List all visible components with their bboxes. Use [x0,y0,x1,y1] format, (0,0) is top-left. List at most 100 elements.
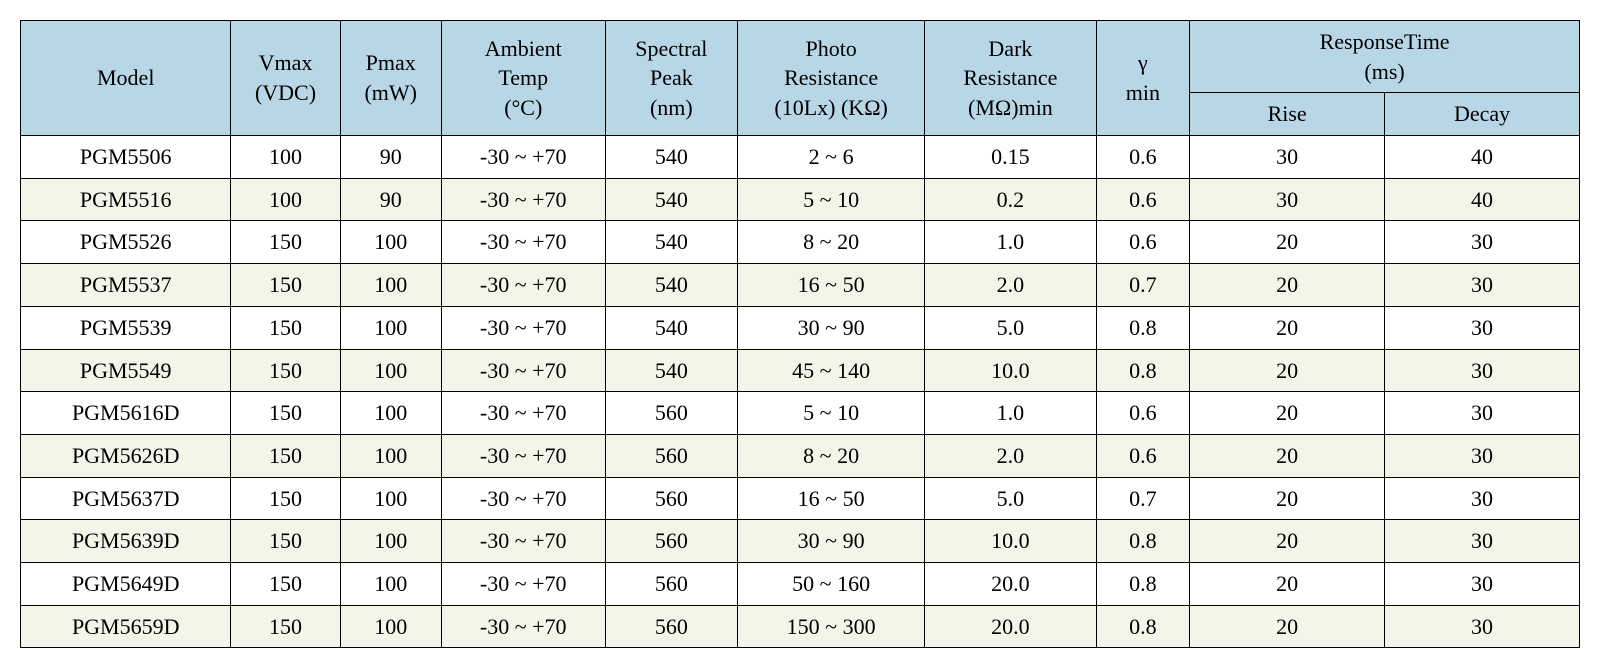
cell-temp: -30 ~ +70 [441,221,605,264]
cell-dark: 0.2 [925,178,1096,221]
cell-pmax: 100 [340,520,441,563]
cell-gamma: 0.7 [1096,477,1190,520]
cell-dark: 2.0 [925,434,1096,477]
cell-photo: 8 ~ 20 [738,434,925,477]
cell-temp: -30 ~ +70 [441,477,605,520]
cell-peak: 540 [605,178,738,221]
cell-pmax: 100 [340,605,441,648]
cell-rise: 20 [1190,306,1385,349]
cell-gamma: 0.7 [1096,264,1190,307]
cell-vmax: 150 [231,349,340,392]
table-row: PGM5626D150100-30 ~ +705608 ~ 202.00.620… [21,434,1580,477]
cell-rise: 20 [1190,349,1385,392]
cell-peak: 560 [605,434,738,477]
cell-rise: 20 [1190,562,1385,605]
cell-dark: 5.0 [925,477,1096,520]
cell-gamma: 0.6 [1096,221,1190,264]
cell-temp: -30 ~ +70 [441,349,605,392]
table-row: PGM5526150100-30 ~ +705408 ~ 201.00.6203… [21,221,1580,264]
cell-gamma: 0.8 [1096,605,1190,648]
cell-model: PGM5539 [21,306,231,349]
cell-decay: 30 [1385,306,1580,349]
cell-temp: -30 ~ +70 [441,392,605,435]
table-row: PGM5549150100-30 ~ +7054045 ~ 14010.00.8… [21,349,1580,392]
cell-rise: 30 [1190,178,1385,221]
cell-pmax: 100 [340,221,441,264]
cell-decay: 30 [1385,392,1580,435]
cell-decay: 30 [1385,221,1580,264]
cell-decay: 30 [1385,349,1580,392]
cell-gamma: 0.6 [1096,178,1190,221]
cell-temp: -30 ~ +70 [441,178,605,221]
cell-temp: -30 ~ +70 [441,434,605,477]
cell-vmax: 150 [231,392,340,435]
cell-vmax: 150 [231,434,340,477]
cell-dark: 20.0 [925,562,1096,605]
cell-model: PGM5637D [21,477,231,520]
cell-decay: 30 [1385,520,1580,563]
cell-temp: -30 ~ +70 [441,605,605,648]
cell-gamma: 0.6 [1096,392,1190,435]
cell-rise: 20 [1190,434,1385,477]
cell-dark: 10.0 [925,349,1096,392]
col-dark: Dark Resistance (MΩ)min [925,21,1096,136]
cell-model: PGM5506 [21,136,231,179]
cell-rise: 20 [1190,605,1385,648]
cell-peak: 560 [605,477,738,520]
cell-pmax: 100 [340,306,441,349]
cell-gamma: 0.6 [1096,434,1190,477]
cell-pmax: 90 [340,178,441,221]
col-decay: Decay [1385,93,1580,136]
cell-photo: 2 ~ 6 [738,136,925,179]
cell-gamma: 0.8 [1096,306,1190,349]
cell-peak: 560 [605,520,738,563]
cell-vmax: 150 [231,520,340,563]
cell-photo: 30 ~ 90 [738,520,925,563]
cell-model: PGM5526 [21,221,231,264]
cell-model: PGM5516 [21,178,231,221]
cell-peak: 540 [605,306,738,349]
cell-model: PGM5639D [21,520,231,563]
cell-model: PGM5659D [21,605,231,648]
cell-model: PGM5537 [21,264,231,307]
table-row: PGM5659D150100-30 ~ +70560150 ~ 30020.00… [21,605,1580,648]
cell-pmax: 100 [340,264,441,307]
cell-decay: 30 [1385,605,1580,648]
cell-photo: 45 ~ 140 [738,349,925,392]
col-temp: Ambient Temp (°C) [441,21,605,136]
cell-decay: 30 [1385,477,1580,520]
col-gamma: γ min [1096,21,1190,136]
cell-dark: 0.15 [925,136,1096,179]
spec-table: Model Vmax (VDC) Pmax (mW) Ambient Temp … [20,20,1580,648]
cell-rise: 20 [1190,392,1385,435]
cell-rise: 20 [1190,264,1385,307]
cell-peak: 560 [605,605,738,648]
cell-model: PGM5549 [21,349,231,392]
table-row: PGM550610090-30 ~ +705402 ~ 60.150.63040 [21,136,1580,179]
table-row: PGM5637D150100-30 ~ +7056016 ~ 505.00.72… [21,477,1580,520]
cell-photo: 8 ~ 20 [738,221,925,264]
cell-temp: -30 ~ +70 [441,136,605,179]
cell-pmax: 100 [340,477,441,520]
cell-model: PGM5626D [21,434,231,477]
cell-temp: -30 ~ +70 [441,264,605,307]
cell-pmax: 90 [340,136,441,179]
cell-pmax: 100 [340,434,441,477]
cell-photo: 150 ~ 300 [738,605,925,648]
cell-gamma: 0.8 [1096,349,1190,392]
cell-photo: 30 ~ 90 [738,306,925,349]
cell-dark: 20.0 [925,605,1096,648]
table-row: PGM5537150100-30 ~ +7054016 ~ 502.00.720… [21,264,1580,307]
cell-dark: 1.0 [925,392,1096,435]
cell-peak: 540 [605,349,738,392]
cell-vmax: 150 [231,306,340,349]
cell-decay: 40 [1385,178,1580,221]
cell-decay: 30 [1385,264,1580,307]
cell-dark: 2.0 [925,264,1096,307]
cell-vmax: 150 [231,221,340,264]
cell-photo: 5 ~ 10 [738,178,925,221]
cell-peak: 540 [605,221,738,264]
cell-rise: 20 [1190,520,1385,563]
cell-decay: 30 [1385,434,1580,477]
col-vmax: Vmax (VDC) [231,21,340,136]
